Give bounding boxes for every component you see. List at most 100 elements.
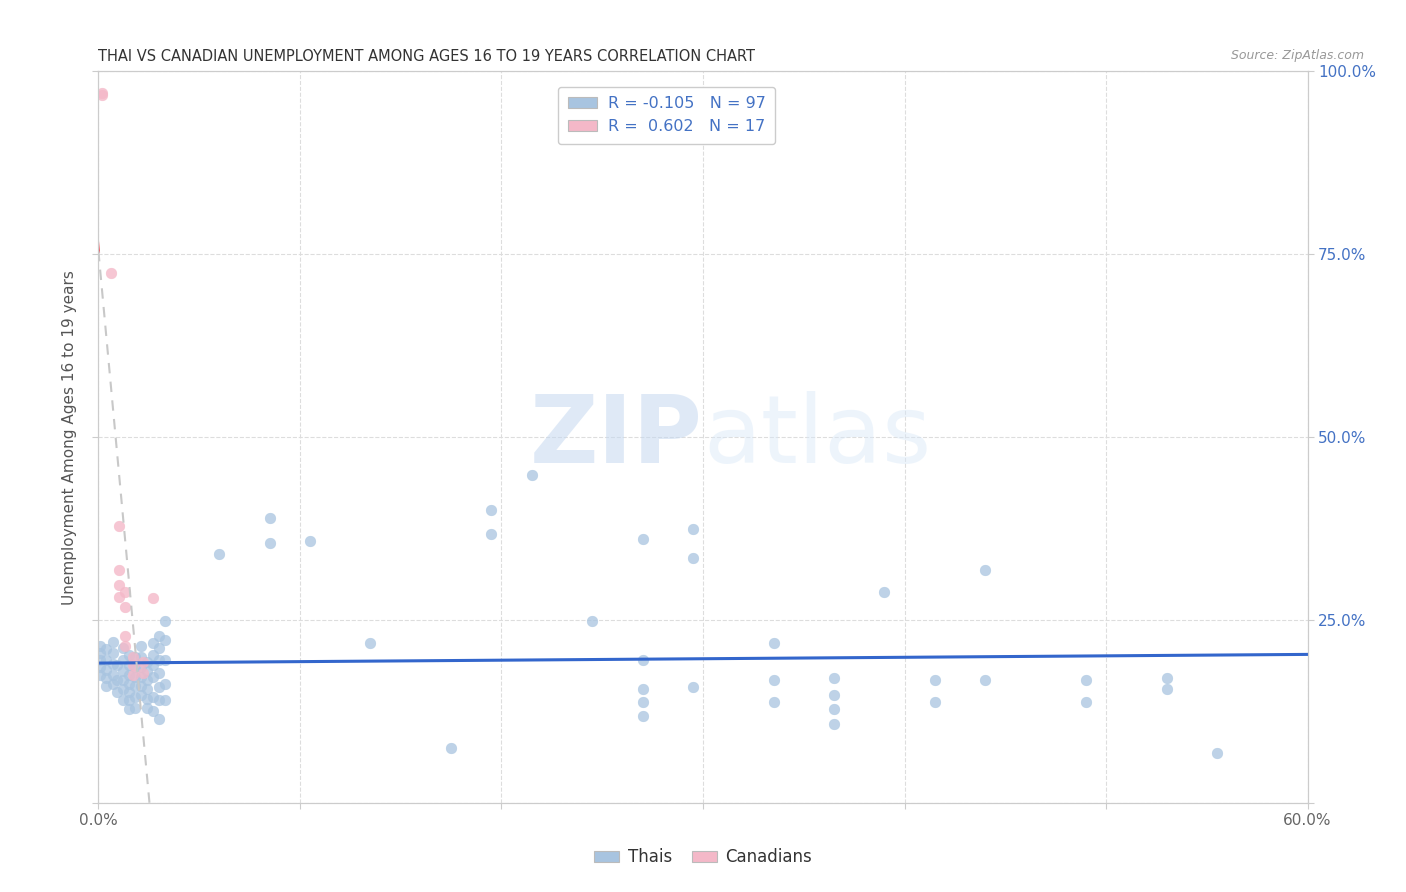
- Point: [148, 653, 170, 667]
- Point: [135, 673, 157, 687]
- Point: [105, 684, 128, 698]
- Point: [118, 702, 141, 716]
- Point: [121, 649, 143, 664]
- Legend: R = -0.105   N = 97, R =  0.602   N = 17: R = -0.105 N = 97, R = 0.602 N = 17: [558, 87, 775, 144]
- Point: [153, 677, 176, 691]
- Point: [129, 679, 152, 693]
- Point: [1156, 682, 1178, 697]
- Point: [299, 533, 322, 548]
- Point: [142, 705, 165, 719]
- Point: [148, 665, 170, 680]
- Point: [873, 585, 896, 599]
- Point: [148, 640, 170, 655]
- Point: [111, 664, 134, 678]
- Point: [101, 667, 124, 681]
- Point: [118, 648, 141, 662]
- Point: [105, 658, 128, 673]
- Point: [481, 503, 503, 517]
- Point: [520, 468, 543, 483]
- Point: [132, 665, 155, 680]
- Point: [360, 636, 382, 650]
- Point: [135, 682, 157, 697]
- Point: [208, 547, 231, 561]
- Point: [1156, 672, 1178, 686]
- Point: [1074, 673, 1097, 687]
- Point: [129, 660, 152, 674]
- Point: [135, 664, 157, 678]
- Point: [631, 709, 654, 723]
- Point: [682, 680, 704, 694]
- Point: [974, 673, 997, 687]
- Point: [153, 653, 176, 667]
- Y-axis label: Unemployment Among Ages 16 to 19 years: Unemployment Among Ages 16 to 19 years: [62, 269, 77, 605]
- Point: [631, 695, 654, 709]
- Point: [148, 680, 170, 694]
- Point: [153, 693, 176, 707]
- Point: [96, 642, 118, 657]
- Point: [89, 639, 111, 653]
- Point: [107, 590, 129, 604]
- Point: [124, 670, 146, 684]
- Point: [111, 693, 134, 707]
- Point: [682, 550, 704, 565]
- Text: ZIP: ZIP: [530, 391, 703, 483]
- Point: [823, 672, 845, 686]
- Point: [153, 633, 176, 648]
- Point: [111, 653, 134, 667]
- Point: [96, 679, 118, 693]
- Point: [132, 656, 155, 670]
- Point: [440, 740, 463, 755]
- Point: [121, 667, 143, 681]
- Point: [631, 682, 654, 697]
- Point: [100, 266, 122, 280]
- Point: [129, 639, 152, 653]
- Point: [631, 533, 654, 547]
- Point: [111, 682, 134, 697]
- Point: [118, 676, 141, 690]
- Point: [114, 585, 136, 599]
- Point: [924, 673, 946, 687]
- Point: [107, 519, 129, 533]
- Point: [259, 536, 281, 550]
- Point: [135, 700, 157, 714]
- Point: [924, 695, 946, 709]
- Point: [111, 673, 134, 687]
- Point: [142, 658, 165, 673]
- Point: [631, 653, 654, 667]
- Point: [142, 690, 165, 704]
- Legend: Thais, Canadians: Thais, Canadians: [588, 842, 818, 873]
- Point: [124, 649, 146, 664]
- Point: [1206, 746, 1229, 760]
- Point: [96, 653, 118, 667]
- Point: [114, 639, 136, 653]
- Point: [101, 646, 124, 660]
- Point: [762, 673, 785, 687]
- Point: [89, 653, 111, 667]
- Point: [124, 679, 146, 693]
- Point: [89, 660, 111, 674]
- Point: [142, 591, 165, 605]
- Point: [89, 667, 111, 681]
- Point: [124, 690, 146, 704]
- Point: [101, 657, 124, 671]
- Point: [142, 648, 165, 662]
- Text: atlas: atlas: [703, 391, 931, 483]
- Point: [101, 677, 124, 691]
- Point: [91, 87, 114, 102]
- Point: [129, 670, 152, 684]
- Point: [148, 629, 170, 643]
- Point: [823, 716, 845, 731]
- Point: [91, 87, 114, 101]
- Point: [111, 640, 134, 655]
- Text: Source: ZipAtlas.com: Source: ZipAtlas.com: [1230, 49, 1364, 62]
- Point: [142, 636, 165, 650]
- Point: [124, 700, 146, 714]
- Point: [107, 563, 129, 577]
- Point: [135, 692, 157, 706]
- Point: [96, 672, 118, 686]
- Point: [762, 695, 785, 709]
- Point: [135, 656, 157, 670]
- Point: [124, 660, 146, 674]
- Point: [823, 702, 845, 716]
- Point: [118, 667, 141, 681]
